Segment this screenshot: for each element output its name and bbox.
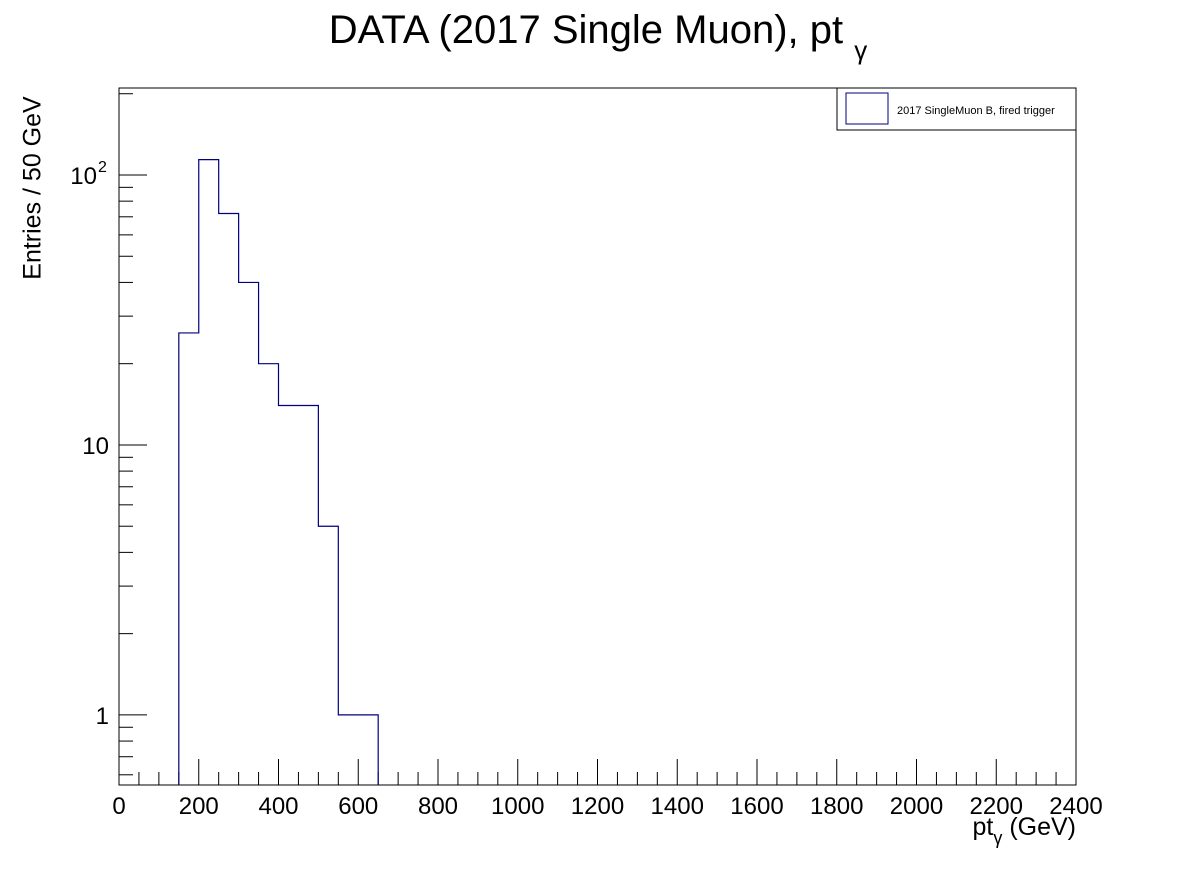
plot-frame [118,87,1077,786]
chart-title-text: DATA (2017 Single Muon), pt [328,8,844,52]
legend-swatch [845,92,889,125]
x-axis-label-unit: (GeV) [1009,813,1076,841]
x-axis-label-text: pt [972,813,994,841]
x-tick-label: 1200 [571,793,624,820]
x-tick-label: 1800 [810,793,863,820]
x-tick-label: 400 [258,793,298,820]
x-tick-label: 600 [338,793,378,820]
x-tick-label: 1600 [730,793,783,820]
x-tick-label: 0 [112,793,125,820]
x-tick-label: 2000 [890,793,943,820]
y-tick-label: 10 [82,433,109,460]
x-tick-label: 1400 [651,793,704,820]
y-tick-label: 10 [70,163,97,190]
x-axis-label-subscript: γ [993,828,1003,848]
legend-label: 2017 SingleMuon B, fired trigger [897,105,1055,117]
y-tick-exponent: 2 [98,159,107,176]
x-tick-label: 200 [179,793,219,820]
x-tick-label: 2200 [970,793,1023,820]
y-tick-label: 1 [96,703,109,730]
chart-title: DATA (2017 Single Muon), pt γ [0,8,1196,65]
legend-box [836,87,1077,131]
x-tick-label: 800 [418,793,458,820]
chart-title-subscript: γ [854,35,868,65]
histogram-series-line [178,159,379,785]
x-axis-label: ptγ (GeV) [972,813,1077,848]
x-tick-label: 2400 [1049,793,1102,820]
x-tick-label: 1000 [491,793,544,820]
